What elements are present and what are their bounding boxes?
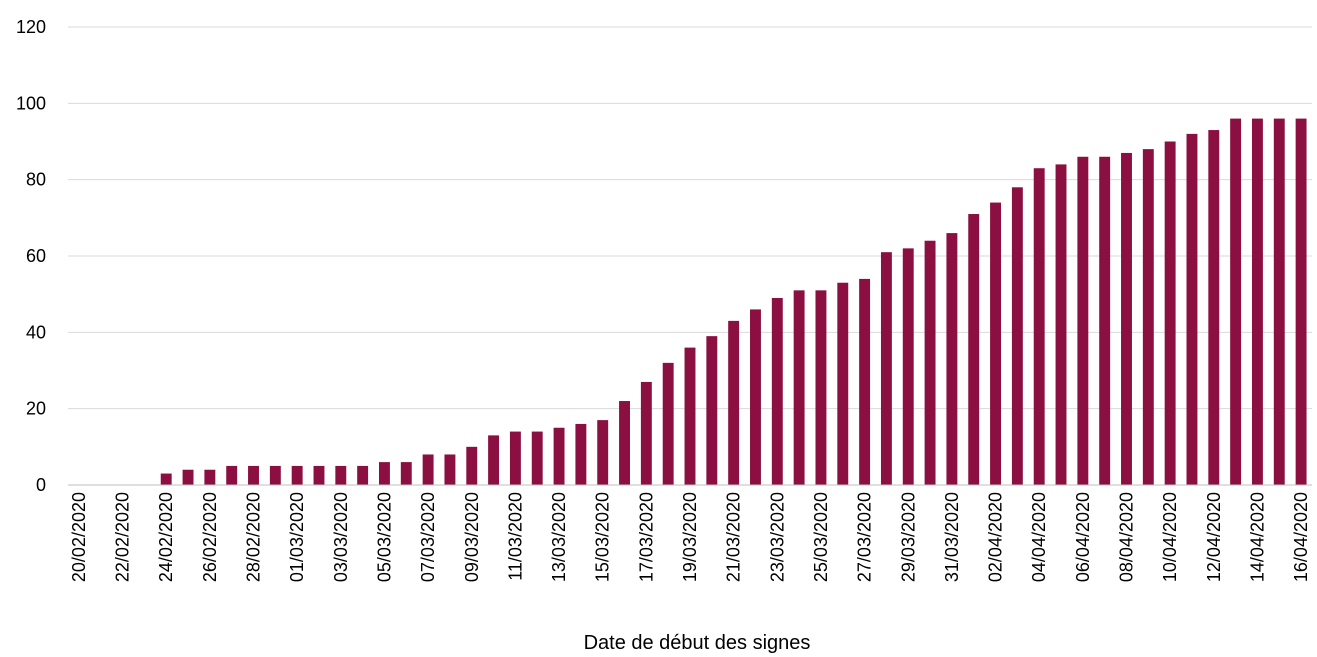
bar [291, 465, 303, 485]
bar [379, 462, 390, 485]
x-tick-label: 03/03/2020 [331, 492, 351, 582]
bar [684, 347, 696, 485]
x-tick-label: 09/03/2020 [462, 492, 482, 582]
bar [313, 465, 325, 485]
bar [466, 446, 478, 485]
bar [793, 290, 805, 485]
x-tick-label: 13/03/2020 [549, 492, 569, 582]
bar [1186, 133, 1198, 485]
bar [1121, 152, 1132, 485]
bar [1033, 168, 1045, 485]
x-tick-label: 22/02/2020 [113, 492, 133, 582]
bar [1077, 156, 1089, 485]
bar [662, 362, 674, 485]
bar [597, 420, 609, 485]
bar [1142, 149, 1154, 485]
bar [509, 431, 521, 485]
bar [946, 233, 958, 485]
bar [226, 465, 238, 485]
bar [553, 427, 565, 485]
y-tick-label: 60 [26, 246, 46, 266]
bar [968, 214, 980, 485]
x-tick-label: 29/03/2020 [898, 492, 918, 582]
x-tick-label: 23/03/2020 [767, 492, 787, 582]
bar [422, 454, 434, 485]
bar [335, 465, 347, 485]
bar [488, 435, 500, 485]
x-tick-label: 05/03/2020 [374, 492, 394, 582]
bar [750, 309, 761, 485]
bar [706, 336, 718, 485]
bars [160, 118, 1307, 486]
x-tick-label: 14/04/2020 [1247, 492, 1267, 582]
y-tick-label: 20 [26, 399, 46, 419]
bar [575, 423, 587, 485]
x-tick-label: 12/04/2020 [1204, 492, 1224, 582]
y-tick-label: 40 [26, 322, 46, 342]
x-tick-label: 17/03/2020 [636, 492, 656, 582]
bar [160, 473, 172, 485]
x-tick-label: 02/04/2020 [986, 492, 1006, 582]
x-tick-label: 10/04/2020 [1160, 492, 1180, 582]
bar [444, 454, 456, 485]
bar [1295, 118, 1307, 485]
y-tick-label: 0 [36, 475, 46, 495]
x-tick-label: 11/03/2020 [505, 492, 525, 581]
bar [1164, 141, 1176, 485]
bar [269, 465, 281, 485]
bar [400, 462, 412, 485]
y-tick-label: 80 [26, 170, 46, 190]
bar [771, 297, 783, 485]
bar [880, 252, 892, 485]
x-tick-label: 07/03/2020 [418, 492, 438, 582]
x-tick-label: 20/02/2020 [69, 492, 89, 582]
x-tick-label: 21/03/2020 [724, 492, 744, 582]
bar [990, 202, 1001, 485]
x-tick-label: 27/03/2020 [855, 492, 875, 582]
bar [902, 248, 914, 485]
bar [1055, 164, 1067, 485]
bar [815, 290, 827, 485]
bar [1251, 118, 1263, 485]
x-tick-label: 31/03/2020 [942, 492, 962, 582]
x-tick-label: 26/02/2020 [200, 492, 220, 582]
bar [619, 401, 630, 485]
bar [1208, 130, 1220, 486]
x-tick-label: 01/03/2020 [287, 492, 307, 582]
bar [728, 320, 740, 485]
x-tick-label: 06/04/2020 [1073, 492, 1093, 582]
x-tick-label: 04/04/2020 [1029, 492, 1049, 582]
bar [1099, 156, 1111, 485]
bar [531, 431, 543, 485]
bar [1230, 118, 1242, 485]
x-tick-label: 15/03/2020 [593, 492, 613, 582]
bar [248, 465, 259, 485]
bar [1273, 118, 1285, 485]
x-tick-label: 24/02/2020 [156, 492, 176, 582]
x-tick-labels: 20/02/2020 22/02/2020 24/02/2020 26/02/2020… [69, 492, 1311, 582]
x-tick-label: 25/03/2020 [811, 492, 831, 582]
x-tick-label: 19/03/2020 [680, 492, 700, 582]
x-tick-label: 28/02/2020 [244, 492, 264, 582]
bar [640, 381, 652, 485]
y-tick-label: 100 [16, 93, 46, 113]
y-tick-label: 120 [16, 17, 46, 37]
x-tick-label: 16/04/2020 [1291, 492, 1311, 582]
bar [859, 278, 871, 485]
y-tick-labels: 0 20 40 60 80 100 120 [16, 17, 46, 495]
bar [357, 465, 369, 485]
bar [204, 469, 216, 485]
bar [182, 469, 194, 485]
bar [837, 282, 849, 485]
bar [1011, 187, 1023, 486]
x-axis-title: Date de début des signes [584, 632, 811, 654]
bar [924, 240, 936, 485]
x-tick-label: 08/04/2020 [1116, 492, 1136, 582]
